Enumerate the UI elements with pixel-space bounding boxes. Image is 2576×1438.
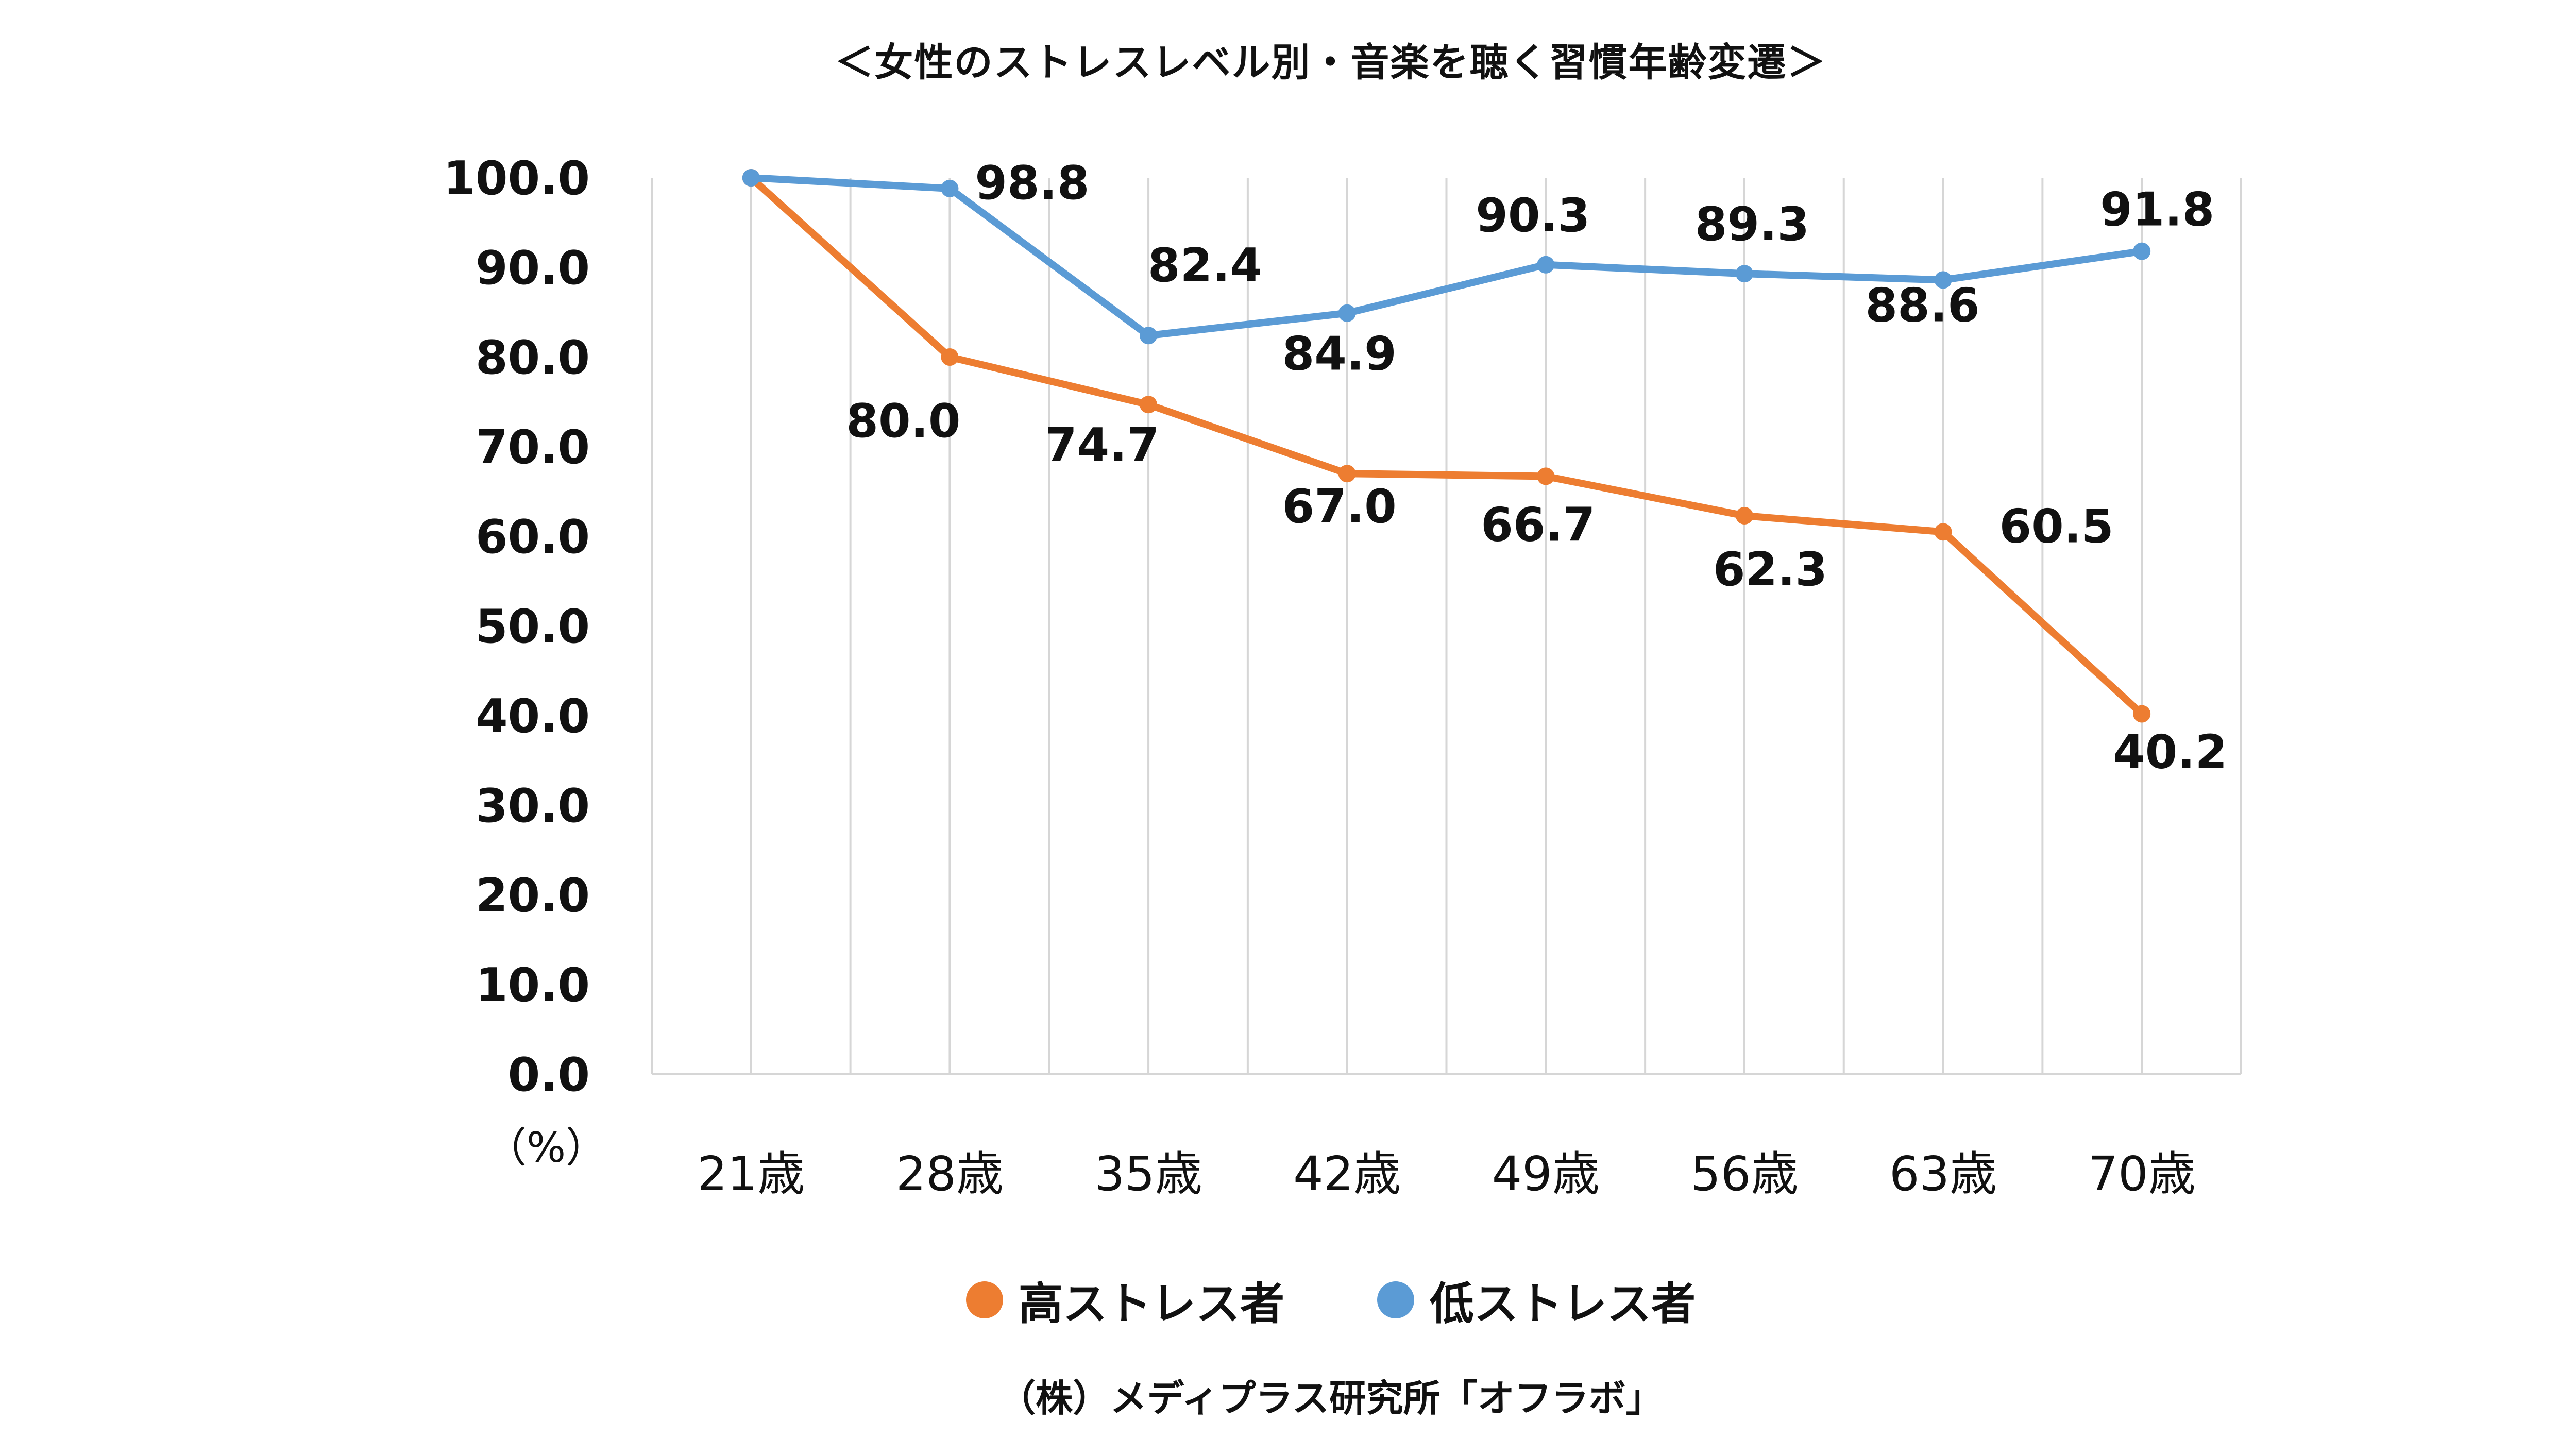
x-tick-label: 63歳 [1889, 1146, 1997, 1202]
data-label-low-stress: 91.8 [2100, 183, 2214, 237]
data-point-high-stress [1934, 523, 1952, 541]
data-point-low-stress [1338, 304, 1356, 322]
data-point-low-stress [742, 169, 760, 187]
y-tick-label: 90.0 [476, 241, 590, 295]
x-tick-label: 28歳 [896, 1146, 1004, 1202]
data-point-high-stress [1735, 506, 1753, 525]
y-tick-label: 20.0 [476, 869, 590, 923]
y-tick-label: 100.0 [443, 151, 590, 206]
y-tick-label: 70.0 [476, 420, 590, 475]
y-tick-label: 0.0 [508, 1048, 590, 1102]
data-point-high-stress [941, 348, 959, 366]
data-label-high-stress: 40.2 [2113, 725, 2227, 780]
legend-label-high-stress: 高ストレス者 [1019, 1278, 1284, 1330]
x-tick-label: 42歳 [1293, 1146, 1401, 1202]
y-tick-label: 40.0 [476, 689, 590, 743]
x-tick-label: 21歳 [697, 1146, 805, 1202]
chart-title: ＜女性のストレスレベル別・音楽を聴く習慣年齢変遷＞ [835, 40, 1827, 85]
data-label-high-stress: 60.5 [1999, 499, 2114, 553]
data-label-low-stress: 89.3 [1695, 197, 1809, 251]
y-unit-label: （%） [485, 1124, 607, 1172]
data-point-low-stress [1934, 271, 1952, 289]
data-label-low-stress: 88.6 [1866, 278, 1980, 332]
y-tick-label: 10.0 [476, 958, 590, 1012]
data-point-low-stress [1735, 265, 1753, 283]
legend-marker-low-stress [1377, 1281, 1414, 1318]
data-point-low-stress [941, 179, 959, 197]
y-tick-label: 80.0 [476, 331, 590, 385]
y-tick-label: 60.0 [476, 510, 590, 564]
data-label-high-stress: 80.0 [846, 394, 960, 448]
x-tick-label: 70歳 [2088, 1146, 2196, 1202]
x-tick-label: 49歳 [1492, 1146, 1600, 1202]
legend-item-low-stress: 低ストレス者 [1377, 1267, 1696, 1332]
data-point-high-stress [1537, 467, 1555, 485]
data-point-high-stress [2133, 705, 2151, 723]
y-tick-label: 50.0 [476, 600, 590, 654]
data-label-low-stress: 90.3 [1476, 189, 1590, 243]
x-tick-label: 35歳 [1095, 1146, 1202, 1202]
data-label-low-stress: 98.8 [975, 156, 1089, 210]
legend-label-low-stress: 低ストレス者 [1430, 1278, 1696, 1330]
data-point-low-stress [2133, 242, 2151, 260]
data-label-high-stress: 66.7 [1481, 498, 1595, 552]
series-line-high-stress [747, 174, 2146, 718]
legend-item-high-stress: 高ストレス者 [966, 1267, 1284, 1332]
data-label-low-stress: 84.9 [1282, 327, 1397, 381]
data-label-high-stress: 67.0 [1282, 480, 1397, 534]
legend: 高ストレス者 低ストレス者 [0, 1267, 2576, 1332]
legend-marker-high-stress [966, 1281, 1003, 1318]
data-label-high-stress: 62.3 [1713, 543, 1827, 597]
series-line-low-stress [747, 174, 2146, 340]
data-point-high-stress [1140, 396, 1158, 414]
data-label-low-stress: 82.4 [1148, 239, 1262, 293]
x-tick-label: 56歳 [1690, 1146, 1798, 1202]
data-point-high-stress [1338, 465, 1356, 483]
data-point-low-stress [1537, 256, 1555, 274]
data-label-high-stress: 74.7 [1045, 418, 1159, 472]
data-point-low-stress [1140, 327, 1158, 345]
y-tick-label: 30.0 [476, 779, 590, 833]
source-note: （株）メディプラス研究所「オフラボ」 [998, 1377, 1663, 1420]
